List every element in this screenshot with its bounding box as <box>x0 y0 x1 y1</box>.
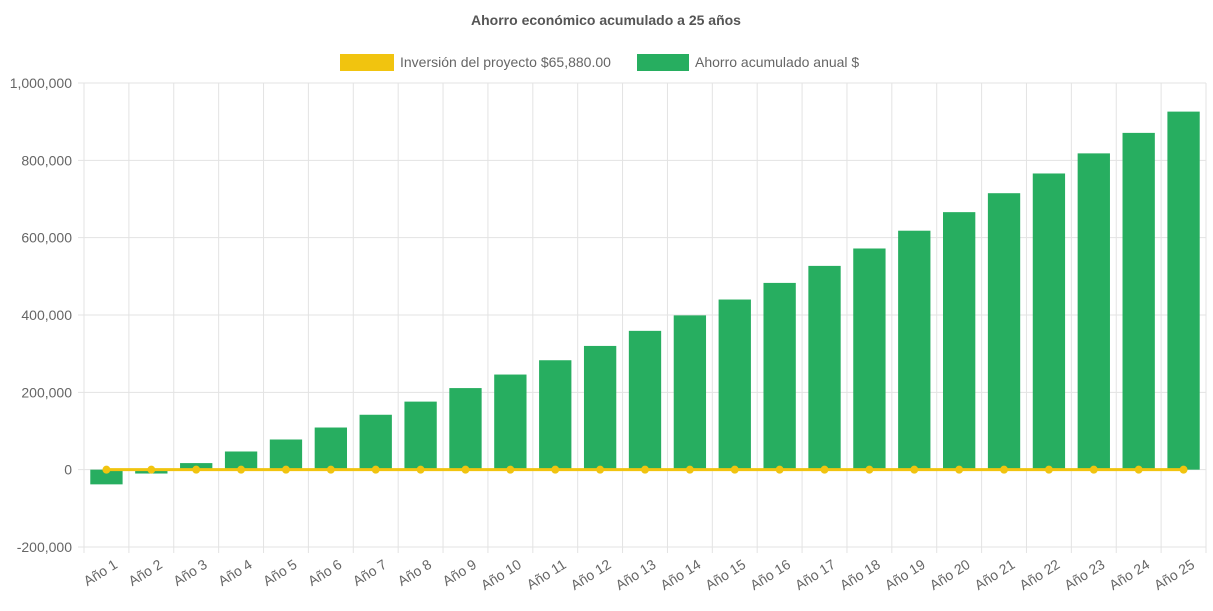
bar-savings <box>404 401 437 470</box>
x-tick-label: Año 21 <box>972 556 1018 593</box>
x-tick-label: Año 11 <box>524 556 569 593</box>
point-investment <box>955 465 964 474</box>
bar-savings <box>673 315 707 470</box>
y-tick-label: 1,000,000 <box>10 75 72 91</box>
bar-savings <box>314 427 347 470</box>
point-investment <box>326 465 335 474</box>
point-investment <box>910 465 919 474</box>
bar-savings <box>359 414 392 470</box>
x-tick-label: Año 18 <box>837 556 883 593</box>
legend: Inversión del proyecto $65,880.00 Ahorro… <box>340 54 859 71</box>
point-investment <box>865 465 874 474</box>
x-tick-label: Año 16 <box>747 556 793 593</box>
x-tick-label: Año 22 <box>1016 556 1062 593</box>
x-tick-label: Año 10 <box>478 556 524 593</box>
x-tick-label: Año 5 <box>260 556 300 589</box>
bar-savings <box>1167 111 1200 470</box>
legend-label-savings: Ahorro acumulado anual $ <box>695 54 859 70</box>
bars-savings <box>90 111 1200 485</box>
y-tick-label: -200,000 <box>17 539 72 555</box>
point-investment <box>281 465 290 474</box>
x-tick-label: Año 20 <box>927 556 973 593</box>
y-tick-label: 200,000 <box>21 384 72 400</box>
legend-swatch-investment <box>340 54 394 71</box>
point-investment <box>1044 465 1053 474</box>
x-tick-label: Año 14 <box>657 556 703 593</box>
point-investment <box>820 465 829 474</box>
point-investment <box>461 465 470 474</box>
bar-savings <box>539 360 572 470</box>
x-tick-label: Año 15 <box>702 556 748 593</box>
x-tick-label: Año 3 <box>170 556 210 589</box>
legend-label-investment: Inversión del proyecto $65,880.00 <box>400 54 611 70</box>
x-tick-label: Año 4 <box>215 556 255 589</box>
x-tick-label: Año 23 <box>1061 556 1107 593</box>
point-investment <box>416 465 425 474</box>
bar-savings <box>224 451 258 470</box>
point-investment <box>147 465 156 474</box>
line-investment <box>102 465 1188 474</box>
x-tick-label: Año 2 <box>125 556 165 589</box>
point-investment <box>102 465 111 474</box>
point-investment <box>730 465 739 474</box>
point-investment <box>551 465 560 474</box>
point-investment <box>1179 465 1188 474</box>
y-tick-label: 400,000 <box>21 307 72 323</box>
legend-item-savings[interactable]: Ahorro acumulado anual $ <box>637 54 859 71</box>
x-tick-label: Año 24 <box>1106 556 1152 593</box>
point-investment <box>596 465 605 474</box>
x-tick-label: Año 9 <box>440 556 480 589</box>
point-investment <box>1134 465 1143 474</box>
x-tick-label: Año 6 <box>305 556 345 589</box>
point-investment <box>1089 465 1098 474</box>
x-tick-label: Año 13 <box>612 556 658 593</box>
y-tick-label: 800,000 <box>21 152 72 168</box>
bar-savings <box>1122 132 1155 470</box>
x-tick-label: Año 17 <box>792 556 838 593</box>
grid <box>78 82 1207 553</box>
y-tick-label: 600,000 <box>21 230 72 246</box>
bar-savings <box>269 439 303 470</box>
bar-savings <box>90 469 123 485</box>
bar-savings <box>583 345 617 470</box>
point-investment <box>192 465 201 474</box>
legend-item-investment[interactable]: Inversión del proyecto $65,880.00 <box>340 54 611 71</box>
point-investment <box>1000 465 1009 474</box>
bar-savings <box>1077 153 1110 470</box>
bar-savings <box>808 265 841 470</box>
bar-savings <box>763 282 796 470</box>
bar-savings <box>853 248 886 470</box>
legend-swatch-savings <box>637 54 689 71</box>
point-investment <box>237 465 246 474</box>
point-investment <box>371 465 380 474</box>
bar-savings <box>987 193 1021 470</box>
chart-title: Ahorro económico acumulado a 25 años <box>471 12 741 28</box>
point-investment <box>506 465 515 474</box>
bar-savings <box>718 299 751 470</box>
bar-savings <box>898 230 931 470</box>
x-axis: Año 1 Año 2 Año 3 Año 4 Año 5 Año 6 Año 7 Año 8… <box>81 556 1198 593</box>
y-tick-label: 0 <box>64 462 72 478</box>
bar-savings <box>494 374 527 470</box>
point-investment <box>641 465 649 474</box>
x-tick-label: Año 25 <box>1151 556 1197 593</box>
x-tick-label: Año 12 <box>568 556 614 593</box>
x-tick-label: Año 8 <box>395 556 435 589</box>
bar-savings <box>943 212 976 470</box>
y-axis: -200,000 0 200,000 400,000 600,000 800,000 1,0… <box>10 75 73 555</box>
x-tick-label: Año 1 <box>81 556 121 589</box>
point-investment <box>775 465 784 474</box>
point-investment <box>685 465 694 474</box>
x-tick-label: Año 7 <box>350 556 390 589</box>
bar-savings <box>1032 173 1066 470</box>
x-tick-label: Año 19 <box>882 556 928 593</box>
bar-savings <box>449 388 482 470</box>
bar-savings <box>628 330 662 470</box>
